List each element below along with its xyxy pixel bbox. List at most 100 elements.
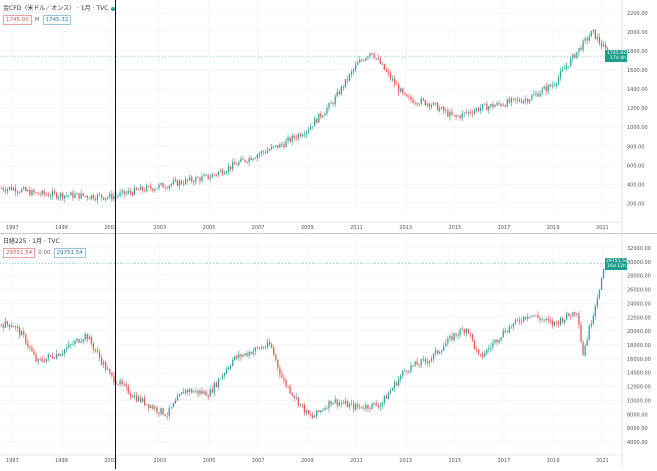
candle-body bbox=[436, 103, 439, 111]
candle-body bbox=[107, 369, 109, 371]
gold-symbol-title[interactable]: 金CFD（米ドル／オンス） · 1月 · TVC bbox=[3, 5, 109, 12]
gold-chart-canvas[interactable]: 2200.00 2000.00 1800.00 1600.00 1400.00 1200.… bbox=[0, 0, 657, 233]
candle-body bbox=[225, 369, 228, 374]
candle-body bbox=[488, 106, 490, 111]
candle-body bbox=[98, 352, 101, 358]
candle-body bbox=[531, 315, 533, 317]
candle-body bbox=[406, 370, 408, 372]
candle-body bbox=[369, 408, 371, 410]
candle-body bbox=[51, 355, 54, 359]
gold-legend-marker: M bbox=[34, 17, 40, 23]
candle-body bbox=[301, 135, 304, 137]
candle-body bbox=[377, 405, 379, 408]
candle-body bbox=[244, 159, 246, 162]
candle-body bbox=[57, 353, 60, 357]
nikkei-last-price: 29751.54 bbox=[606, 259, 628, 264]
y-tick-label: 28000.00 bbox=[627, 274, 651, 280]
candle-body bbox=[469, 333, 472, 334]
candle-body bbox=[482, 104, 484, 109]
candle-body bbox=[389, 390, 392, 394]
candle-body bbox=[576, 313, 578, 315]
candle-body bbox=[432, 353, 435, 359]
candle-body bbox=[109, 193, 111, 198]
market-status-icon bbox=[111, 6, 116, 11]
candle-body bbox=[553, 321, 556, 326]
candle-body bbox=[252, 351, 254, 355]
candle-body bbox=[586, 38, 588, 41]
candle-body bbox=[447, 110, 449, 117]
nikkei-chart-pane[interactable]: 32000.00 30000.00 28000.00 26000.00 24000.00… bbox=[0, 233, 657, 469]
candle-body bbox=[273, 146, 275, 147]
candle-body bbox=[582, 341, 584, 356]
y-tick-label: 26000.00 bbox=[627, 288, 651, 294]
candle-body bbox=[588, 325, 590, 340]
candle-body bbox=[10, 326, 13, 328]
candle-body bbox=[480, 108, 482, 111]
candle-body bbox=[598, 37, 601, 44]
candle-body bbox=[31, 190, 33, 196]
candle-body bbox=[441, 350, 443, 352]
candle-body bbox=[494, 105, 496, 108]
gold-chart-pane[interactable]: 2200.00 2000.00 1800.00 1600.00 1400.00 1200.… bbox=[0, 0, 657, 233]
candle-body bbox=[590, 323, 592, 326]
gold-legend: 金CFD（米ドル／オンス） · 1月 · TVC 1745.00 M 1745.… bbox=[3, 3, 116, 25]
candle-body bbox=[152, 188, 154, 191]
candle-body bbox=[439, 108, 441, 111]
candle-body bbox=[279, 143, 281, 148]
candle-body bbox=[373, 403, 375, 404]
candle-body bbox=[25, 187, 27, 192]
candle-body bbox=[252, 158, 254, 161]
candle-body bbox=[430, 358, 433, 361]
candle-body bbox=[371, 53, 373, 55]
candle-body bbox=[23, 187, 25, 190]
candle-body bbox=[76, 193, 78, 195]
candle-body bbox=[8, 187, 11, 189]
candle-body bbox=[105, 198, 107, 200]
candle-body bbox=[420, 359, 422, 366]
candle-body bbox=[82, 339, 84, 342]
candle-body bbox=[92, 195, 95, 199]
candle-body bbox=[125, 384, 127, 387]
nikkei-symbol-title[interactable]: 日経225 · 1月 · TVC bbox=[3, 238, 60, 245]
candle-body bbox=[285, 140, 287, 148]
candle-body bbox=[377, 57, 379, 59]
candle-body bbox=[396, 84, 398, 86]
candle-body bbox=[141, 398, 144, 402]
candle-body bbox=[309, 414, 312, 416]
y-tick-label: 12000.00 bbox=[627, 385, 651, 391]
nikkei-chart-canvas[interactable]: 32000.00 30000.00 28000.00 26000.00 24000.00… bbox=[0, 233, 657, 469]
candle-body bbox=[420, 98, 422, 104]
candle-body bbox=[205, 174, 207, 176]
candle-body bbox=[266, 150, 269, 153]
candle-body bbox=[330, 400, 332, 405]
candle-body bbox=[326, 108, 328, 114]
candle-body bbox=[182, 183, 185, 185]
candle-body bbox=[549, 320, 551, 321]
candle-body bbox=[578, 313, 580, 325]
candle-body bbox=[305, 410, 308, 414]
candle-body bbox=[381, 402, 383, 406]
candle-body bbox=[412, 365, 414, 367]
candle-body bbox=[416, 361, 418, 365]
candle-body bbox=[135, 395, 138, 402]
y-tick-label: 1200.00 bbox=[627, 106, 648, 112]
x-tick-label: 2003 bbox=[153, 458, 166, 464]
candle-body bbox=[348, 74, 351, 81]
candle-body bbox=[137, 189, 140, 191]
candle-body bbox=[324, 407, 326, 411]
candle-body bbox=[463, 329, 465, 333]
candle-body bbox=[566, 66, 568, 69]
candle-body bbox=[551, 320, 553, 326]
candle-body bbox=[516, 319, 519, 321]
candle-body bbox=[379, 405, 381, 408]
candle-body bbox=[361, 406, 363, 409]
candle-body bbox=[309, 126, 312, 130]
x-tick-label: 1999 bbox=[55, 458, 68, 464]
candle-body bbox=[131, 192, 133, 195]
candle-body bbox=[248, 352, 250, 356]
candle-body bbox=[113, 375, 115, 383]
candle-body bbox=[16, 192, 19, 193]
candle-body bbox=[217, 171, 220, 175]
candle-body bbox=[199, 178, 201, 182]
candle-body bbox=[352, 403, 355, 410]
